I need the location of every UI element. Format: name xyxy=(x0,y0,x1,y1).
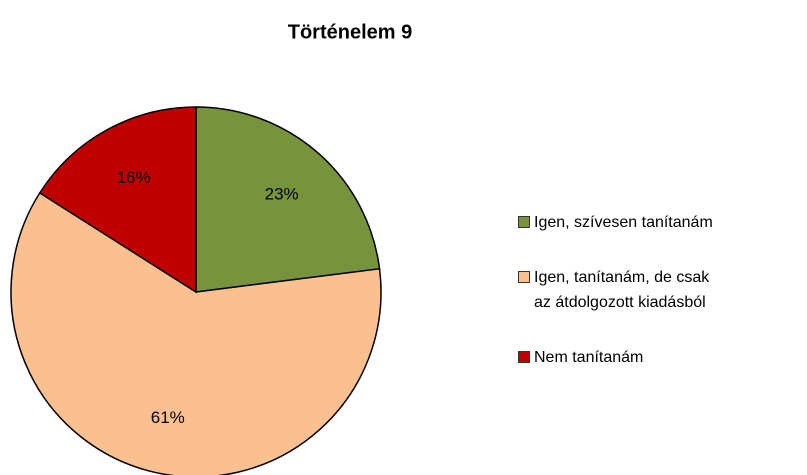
legend: Igen, szívesen tanítanám Igen, tanítanám,… xyxy=(518,210,713,400)
legend-swatch xyxy=(518,216,530,228)
legend-label: Igen, szívesen tanítanám xyxy=(534,214,713,231)
pie-slice xyxy=(38,106,197,294)
data-label: 16% xyxy=(117,168,151,187)
chart-title: Történelem 9 xyxy=(288,21,412,43)
legend-swatch xyxy=(518,351,530,363)
data-label: 61% xyxy=(151,408,185,427)
legend-label: Nem tanítanám xyxy=(534,349,644,366)
legend-item: Igen, szívesen tanítanám xyxy=(518,210,713,235)
pie-slice xyxy=(10,191,382,475)
legend-label: Igen, tanítanám, de csak az átdolgozott … xyxy=(534,269,710,311)
legend-swatch xyxy=(518,271,530,283)
legend-item: Igen, tanítanám, de csak az átdolgozott … xyxy=(518,265,713,315)
pie-slice xyxy=(195,106,381,293)
legend-item: Nem tanítanám xyxy=(518,345,713,370)
data-label: 23% xyxy=(265,184,299,203)
